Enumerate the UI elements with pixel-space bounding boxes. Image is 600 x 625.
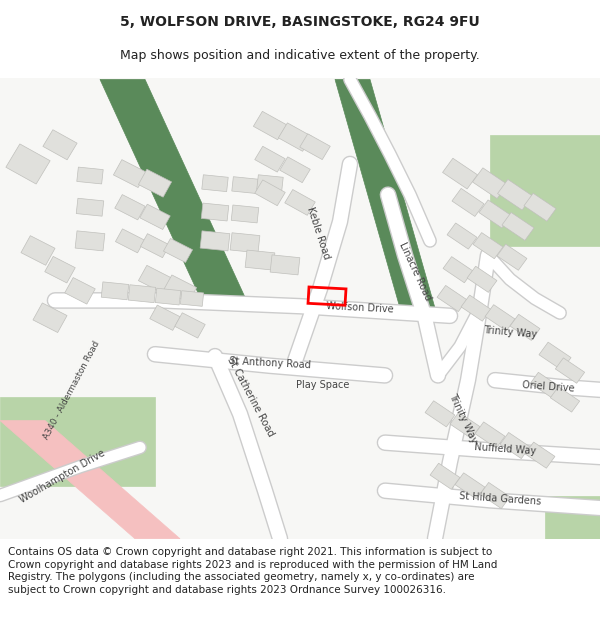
Text: St Catherine Road: St Catherine Road <box>225 355 275 438</box>
Polygon shape <box>270 255 300 275</box>
Polygon shape <box>510 314 540 341</box>
Polygon shape <box>452 188 484 216</box>
Polygon shape <box>115 229 145 253</box>
Polygon shape <box>525 442 555 468</box>
Polygon shape <box>556 358 584 383</box>
Text: Keble Road: Keble Road <box>305 206 331 261</box>
Polygon shape <box>502 213 534 241</box>
Polygon shape <box>447 223 477 249</box>
Text: Linacre Road: Linacre Road <box>397 241 433 302</box>
Polygon shape <box>0 421 180 539</box>
Polygon shape <box>113 159 146 188</box>
Polygon shape <box>128 285 156 302</box>
Polygon shape <box>485 304 515 331</box>
Text: Wolfson Drive: Wolfson Drive <box>326 301 394 315</box>
Polygon shape <box>455 473 485 499</box>
Polygon shape <box>545 496 600 539</box>
Polygon shape <box>280 157 310 182</box>
Polygon shape <box>539 342 571 370</box>
Text: A340 - Aldermaston Road: A340 - Aldermaston Road <box>42 339 102 441</box>
Polygon shape <box>425 401 455 427</box>
Text: 5, WOLFSON DRIVE, BASINGSTOKE, RG24 9FU: 5, WOLFSON DRIVE, BASINGSTOKE, RG24 9FU <box>120 15 480 29</box>
Polygon shape <box>139 266 172 293</box>
Polygon shape <box>467 266 497 292</box>
Polygon shape <box>497 244 527 270</box>
Polygon shape <box>430 463 460 489</box>
Polygon shape <box>100 79 250 308</box>
Polygon shape <box>65 278 95 304</box>
Polygon shape <box>150 305 180 331</box>
Polygon shape <box>0 396 155 486</box>
Polygon shape <box>475 422 505 448</box>
Polygon shape <box>480 482 510 509</box>
Polygon shape <box>200 231 230 251</box>
Polygon shape <box>437 286 467 312</box>
Polygon shape <box>230 232 260 253</box>
Polygon shape <box>257 175 283 192</box>
Polygon shape <box>115 194 145 220</box>
Polygon shape <box>43 130 77 160</box>
Polygon shape <box>75 231 105 251</box>
Polygon shape <box>6 144 50 184</box>
Polygon shape <box>33 303 67 332</box>
Polygon shape <box>500 432 530 459</box>
Polygon shape <box>140 204 170 229</box>
Polygon shape <box>443 158 478 189</box>
Polygon shape <box>461 295 491 321</box>
Polygon shape <box>202 175 228 192</box>
Polygon shape <box>21 236 55 265</box>
Polygon shape <box>101 282 129 300</box>
Text: Nuffield Way: Nuffield Way <box>474 442 536 456</box>
Text: Oriel Drive: Oriel Drive <box>521 380 574 394</box>
Text: Map shows position and indicative extent of the property.: Map shows position and indicative extent… <box>120 49 480 62</box>
Polygon shape <box>278 123 311 151</box>
Polygon shape <box>450 412 480 438</box>
Polygon shape <box>231 205 259 223</box>
Polygon shape <box>175 312 205 338</box>
Polygon shape <box>163 275 197 303</box>
Polygon shape <box>181 291 203 306</box>
Text: Contains OS data © Crown copyright and database right 2021. This information is : Contains OS data © Crown copyright and d… <box>8 547 497 595</box>
Polygon shape <box>201 203 229 221</box>
Polygon shape <box>45 256 75 283</box>
Polygon shape <box>77 167 103 184</box>
Polygon shape <box>497 179 532 210</box>
Polygon shape <box>473 168 508 199</box>
Polygon shape <box>443 257 473 282</box>
Text: Trinity Way: Trinity Way <box>447 392 479 445</box>
Polygon shape <box>335 79 435 308</box>
Polygon shape <box>300 134 330 159</box>
Polygon shape <box>245 250 275 270</box>
Polygon shape <box>550 387 580 412</box>
Polygon shape <box>479 200 511 228</box>
Polygon shape <box>285 189 315 216</box>
Text: St Anthony Road: St Anthony Road <box>229 356 311 370</box>
Polygon shape <box>139 169 172 197</box>
Text: Play Space: Play Space <box>296 380 350 390</box>
Polygon shape <box>473 232 503 259</box>
Polygon shape <box>140 234 170 258</box>
Text: Trinity Way: Trinity Way <box>483 325 537 339</box>
Polygon shape <box>232 177 258 194</box>
Text: Woolhampton Drive: Woolhampton Drive <box>17 448 106 505</box>
Polygon shape <box>155 288 181 305</box>
Polygon shape <box>76 198 104 216</box>
Polygon shape <box>255 146 285 172</box>
Polygon shape <box>524 193 556 221</box>
Polygon shape <box>255 180 285 206</box>
Polygon shape <box>530 372 560 398</box>
Polygon shape <box>163 239 193 262</box>
Polygon shape <box>253 111 287 140</box>
Text: St Hilda Gardens: St Hilda Gardens <box>458 491 541 506</box>
Polygon shape <box>490 135 600 246</box>
